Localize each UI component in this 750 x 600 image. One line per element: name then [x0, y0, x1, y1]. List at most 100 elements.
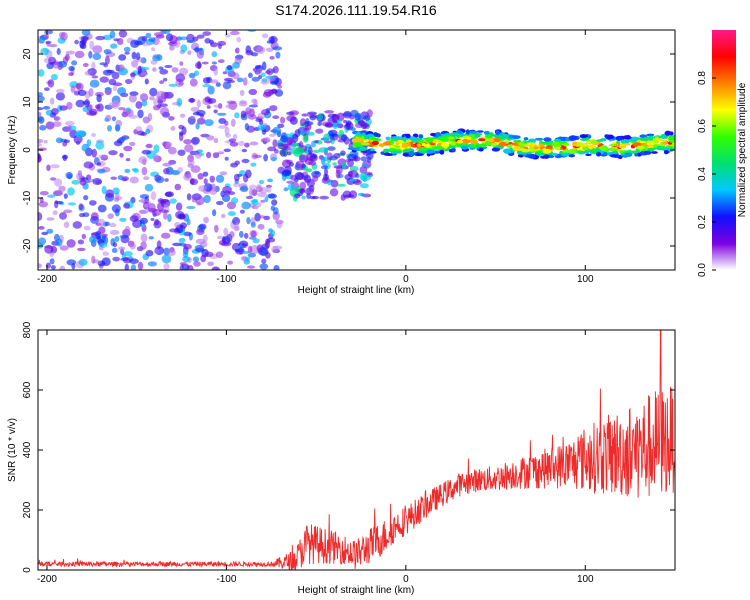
spectrogram-cell — [554, 146, 561, 151]
spectrogram-cell — [360, 121, 368, 130]
spectrogram-cell — [248, 188, 253, 197]
spectrogram-cell — [224, 33, 231, 38]
spectrogram-cell — [391, 150, 401, 154]
spectrogram-cell — [38, 263, 42, 269]
spectrogram-cell — [202, 31, 211, 36]
spectrogram-cell — [99, 242, 108, 248]
spectrogram-cell — [451, 147, 456, 153]
spectrogram-cell — [203, 194, 211, 204]
spectrogram-cell — [74, 39, 79, 45]
spectrogram-cell — [111, 247, 118, 253]
x-tick-label: -100 — [216, 574, 236, 585]
spectrogram-cell — [119, 152, 124, 158]
spectrogram-cell — [38, 69, 45, 77]
spectrogram-cell — [180, 113, 186, 118]
spectrogram-cell — [491, 147, 500, 152]
spectrogram-cell — [157, 198, 164, 204]
spectrogram-cell — [223, 227, 229, 236]
spectrogram-cell — [154, 218, 160, 226]
spectrogram-cell — [264, 196, 269, 203]
spectrogram-cell — [247, 30, 257, 33]
spectrogram-cell — [175, 73, 186, 83]
spectrogram-cell — [138, 199, 148, 203]
spectrogram-cell — [124, 263, 129, 270]
spectrogram-cell — [248, 88, 258, 96]
spectrogram-cell — [81, 30, 91, 36]
spectrogram-cell — [153, 32, 164, 37]
y-tick-label: 600 — [22, 381, 33, 398]
spectrogram-cell — [655, 138, 663, 142]
spectrogram-cell — [226, 100, 237, 105]
spectrogram-cell — [405, 133, 411, 139]
colorbar-tick-label: 0.0 — [697, 263, 708, 277]
spectrogram-cell — [327, 179, 332, 186]
spectrogram-cell — [523, 137, 529, 141]
spectrogram-cell — [242, 77, 248, 86]
spectrogram-cell — [110, 43, 118, 49]
spectrogram-cell — [357, 135, 363, 138]
y-tick-label: -20 — [22, 238, 33, 253]
spectrogram-cell — [250, 221, 256, 228]
spectrogram-cell — [355, 132, 361, 136]
spectrogram-cell — [591, 139, 597, 145]
spectrogram-cell — [39, 191, 49, 196]
spectrogram-cell — [430, 132, 436, 137]
spectrogram-cell — [204, 119, 214, 127]
spectrogram-cell — [91, 133, 96, 137]
spectrogram-cell — [139, 209, 146, 214]
spectrogram-cell — [245, 195, 254, 200]
spectrogram-cell — [257, 223, 265, 230]
spectrogram-cell — [169, 45, 175, 51]
spectrogram-cell — [416, 143, 421, 148]
spectrogram-cell — [157, 202, 165, 212]
spectrogram-cell — [360, 156, 367, 162]
spectrogram-cell — [38, 138, 44, 144]
spectrogram-cell — [661, 147, 670, 151]
spectrogram-cell — [286, 151, 292, 156]
spectrogram-cell — [265, 75, 275, 79]
spectrogram-cell — [265, 252, 271, 259]
spectrogram-cell — [46, 164, 51, 172]
spectrogram-cell — [144, 78, 149, 85]
spectrogram-cell — [49, 258, 55, 265]
spectrogram-cell — [312, 174, 319, 182]
spectrogram-cell — [56, 88, 65, 94]
spectrogram-cell — [105, 189, 115, 198]
spectrogram-cell — [320, 156, 326, 165]
spectrogram-cell — [318, 147, 329, 153]
spectrogram-cell — [175, 202, 183, 211]
spectrogram-cell — [57, 60, 68, 68]
spectrogram-cell — [636, 145, 645, 150]
spectrogram-cell — [194, 244, 204, 252]
spectrogram-cell — [461, 146, 469, 150]
spectrogram-cell — [441, 142, 450, 148]
spectrogram-cell — [38, 201, 48, 208]
spectrogram-cell — [153, 249, 160, 254]
spectrogram-cell — [188, 265, 194, 270]
spectrogram-cell — [234, 222, 239, 230]
spectrogram-cell — [183, 173, 193, 181]
spectrogram-cell — [232, 217, 241, 226]
spectrogram-cell — [199, 113, 205, 118]
spectrogram-cell — [215, 174, 225, 183]
spectrogram-cell — [96, 162, 102, 166]
spectrogram-cell — [257, 124, 266, 131]
spectrogram-cell — [251, 198, 259, 206]
spectrogram-cell — [260, 72, 266, 77]
spectrogram-cell — [80, 177, 89, 181]
spectrogram-cell — [160, 30, 171, 34]
spectrogram-cell — [183, 231, 192, 237]
spectrogram-cell — [224, 156, 229, 161]
spectrogram-cell — [147, 261, 157, 267]
spectrogram-cell — [169, 35, 178, 45]
spectrogram-cell — [232, 61, 241, 69]
spectrogram-cell — [551, 153, 558, 156]
spectrogram-cell — [512, 146, 521, 152]
spectrogram-cell — [137, 36, 146, 45]
spectrogram-cell — [255, 65, 261, 69]
spectrogram-cell — [234, 112, 240, 119]
spectrogram-cell — [141, 149, 152, 155]
spectrogram-cell — [67, 202, 77, 206]
spectrogram-cell — [388, 148, 396, 151]
spectrogram-cell — [91, 75, 99, 79]
